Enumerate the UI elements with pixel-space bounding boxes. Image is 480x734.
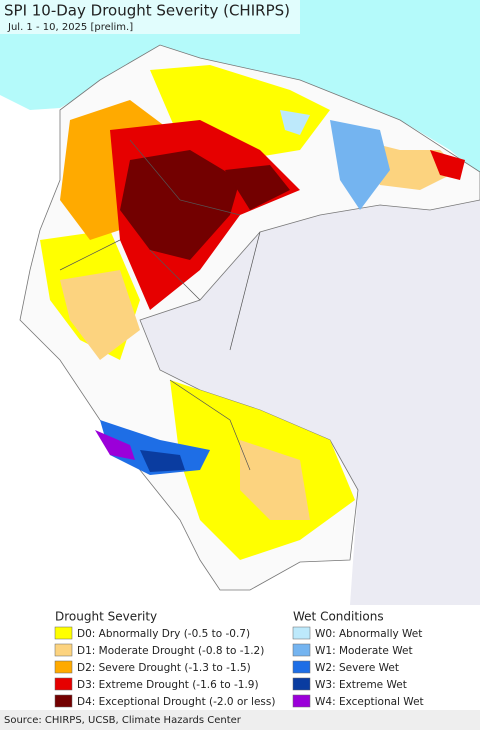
subtitle: Jul. 1 - 10, 2025 [prelim.] — [7, 22, 133, 33]
legend-swatch — [54, 660, 73, 674]
legend-swatch — [292, 660, 311, 674]
legend-swatch — [54, 626, 73, 640]
legend-swatch — [292, 694, 311, 708]
legend-label: W1: Moderate Wet — [315, 645, 413, 657]
patch-w0 — [280, 110, 310, 135]
legend-label: D3: Extreme Drought (-1.6 to -1.9) — [77, 679, 259, 691]
footer — [0, 710, 480, 730]
patch-w4 — [95, 430, 135, 460]
legend-label: W0: Abnormally Wet — [315, 628, 422, 640]
patch-d1 — [60, 270, 140, 360]
legend-swatch — [54, 694, 73, 708]
legend: Drought Severity D0: Abnormally Dry (-0.5… — [54, 610, 424, 708]
outside-region — [140, 200, 480, 605]
patch-w2 — [100, 420, 210, 475]
legend-label: W4: Exceptional Wet — [315, 696, 424, 708]
legend-heading: Drought Severity — [55, 610, 157, 624]
wet-patches — [95, 110, 390, 475]
legend-swatch — [292, 626, 311, 640]
legend-label: D2: Severe Drought (-1.3 to -1.5) — [77, 662, 251, 674]
title-backdrop — [0, 0, 300, 34]
patch-d4 — [120, 150, 240, 260]
drought-patches — [40, 65, 465, 560]
legend-label: D1: Moderate Drought (-0.8 to -1.2) — [77, 645, 264, 657]
patch-w1 — [330, 120, 390, 210]
patch-d1 — [240, 440, 310, 520]
legend-swatch — [54, 643, 73, 657]
patch-d4 — [225, 165, 290, 210]
legend-label: W3: Extreme Wet — [315, 679, 407, 691]
borders — [59, 139, 261, 471]
ocean — [0, 0, 480, 175]
legend-swatch — [292, 677, 311, 691]
legend-panel — [0, 605, 480, 710]
map — [0, 0, 480, 605]
legend-label: D0: Abnormally Dry (-0.5 to -0.7) — [77, 628, 250, 640]
legend-label: W2: Severe Wet — [315, 662, 399, 674]
patch-d3 — [430, 150, 465, 180]
source: Source: CHIRPS, UCSB, Climate Hazards Ce… — [4, 715, 242, 726]
patch-w3 — [140, 450, 185, 472]
legend-heading: Wet Conditions — [293, 610, 384, 624]
legend-swatch — [292, 643, 311, 657]
title: SPI 10-Day Drought Severity (CHIRPS) — [4, 2, 290, 20]
legend-swatch — [54, 677, 73, 691]
legend-label: D4: Exceptional Drought (-2.0 or less) — [77, 696, 275, 708]
